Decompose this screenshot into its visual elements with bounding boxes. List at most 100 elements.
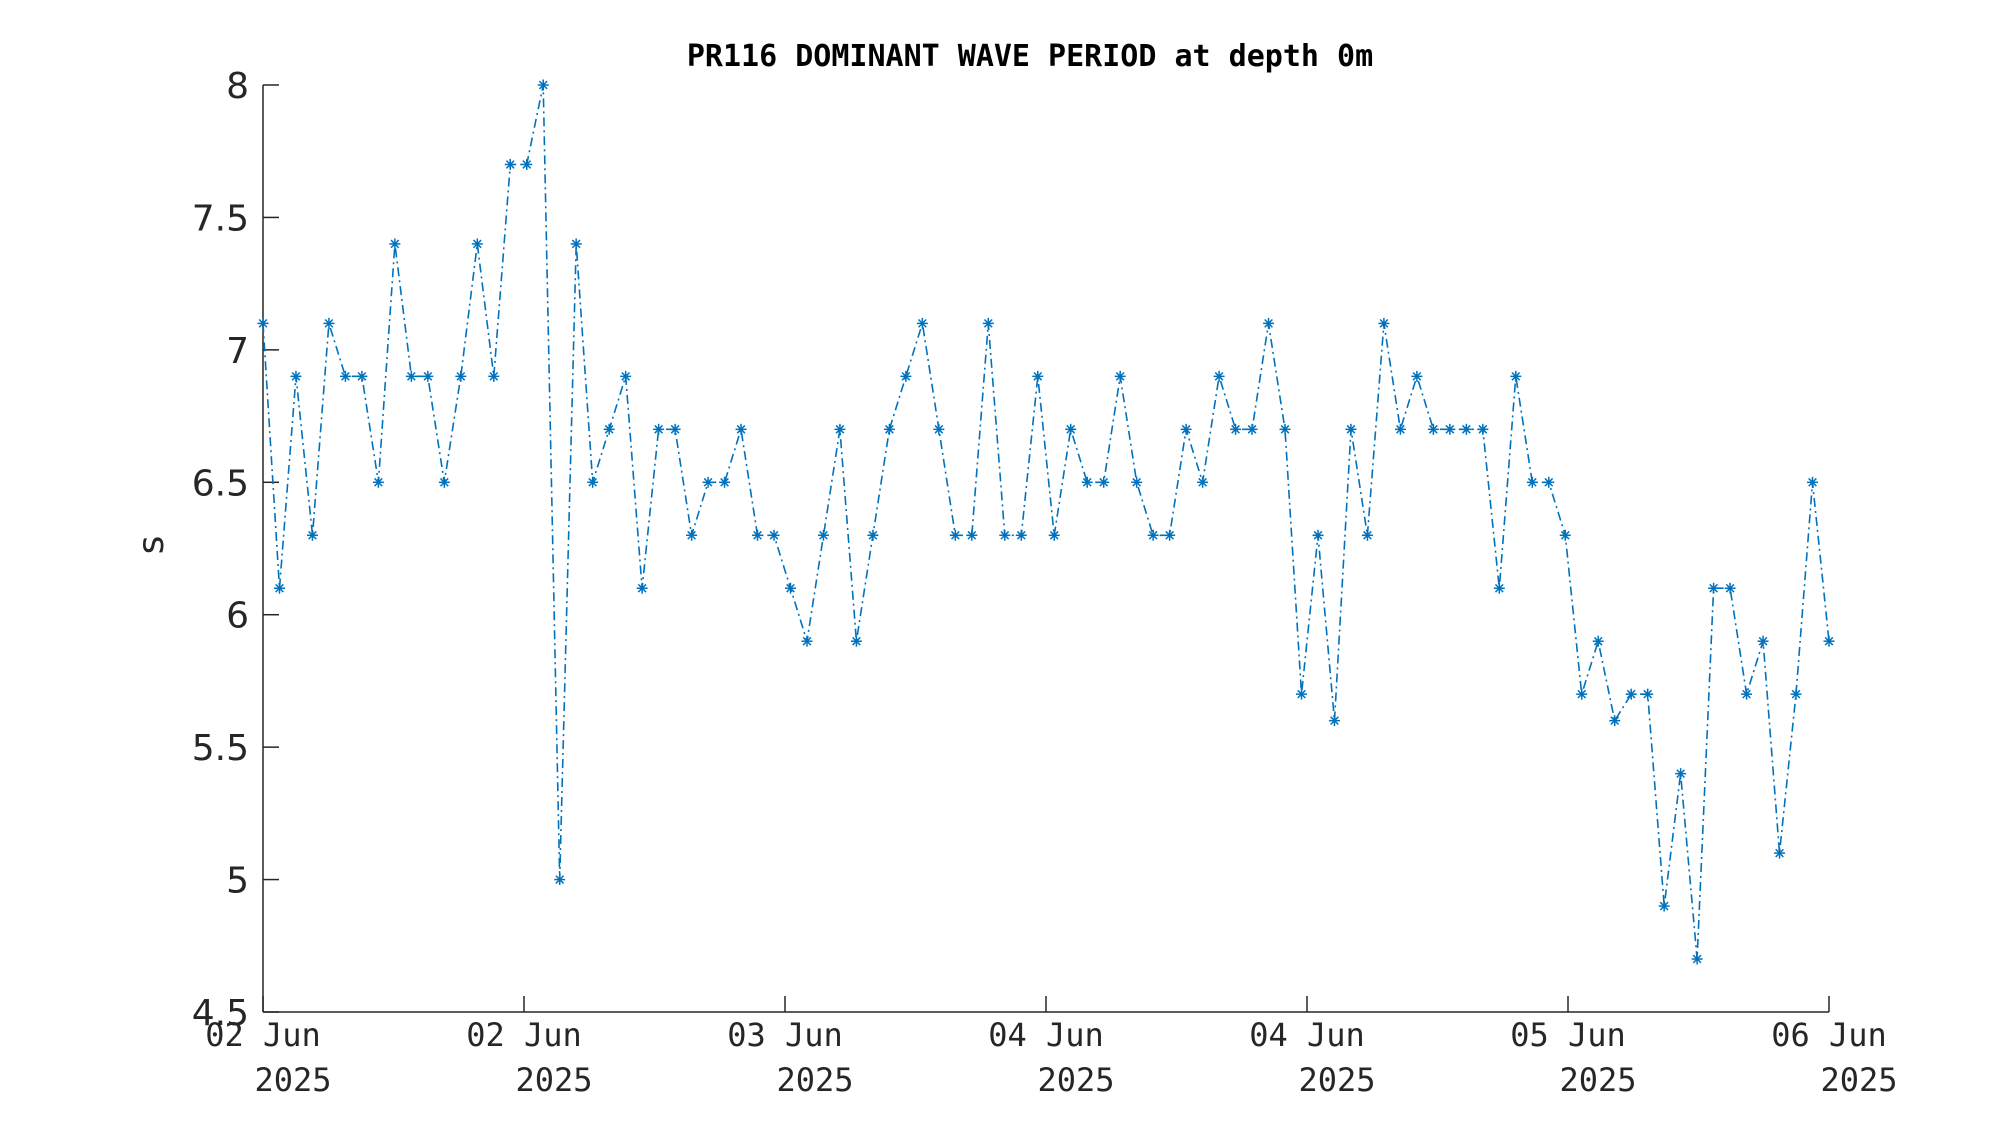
data-point-marker: [834, 423, 846, 435]
data-point-marker: [1642, 688, 1654, 700]
data-point-marker: [784, 582, 796, 594]
x-tick-label-year: 2025: [776, 1061, 853, 1099]
data-point-marker: [933, 423, 945, 435]
data-point-marker: [1708, 582, 1720, 594]
data-point-marker: [290, 370, 302, 382]
y-tick-label: 4.5: [192, 993, 249, 1034]
x-tick-label-year: 2025: [1559, 1061, 1636, 1099]
data-point-marker: [1807, 476, 1819, 488]
data-point-marker: [900, 370, 912, 382]
data-point-marker: [1361, 529, 1373, 541]
data-point-marker: [438, 476, 450, 488]
x-tick-label-date: 05 Jun: [1510, 1016, 1626, 1054]
data-point-marker: [1279, 423, 1291, 435]
data-point-marker: [273, 582, 285, 594]
data-point-marker: [1378, 317, 1390, 329]
axes: [262, 85, 1829, 1013]
data-point-marker: [257, 317, 269, 329]
data-point-marker: [1131, 476, 1143, 488]
x-tick-label-year: 2025: [1037, 1061, 1114, 1099]
data-point-marker: [1230, 423, 1242, 435]
data-point-marker: [1296, 688, 1308, 700]
x-tick-label-year: 2025: [1298, 1061, 1375, 1099]
data-point-marker: [471, 238, 483, 250]
data-point-marker: [356, 370, 368, 382]
x-tick-label-date: 02 Jun: [466, 1016, 582, 1054]
data-point-marker: [1312, 529, 1324, 541]
data-point-marker: [488, 370, 500, 382]
x-axis-ticks: 02 Jun 2025 02 Jun 2025 03 Jun 2025 04 Jun 2025…: [205, 996, 1898, 1099]
data-point-marker: [339, 370, 351, 382]
data-series: [257, 79, 1835, 965]
data-point-marker: [801, 635, 813, 647]
y-tick-label: 7.5: [192, 198, 249, 239]
data-point-marker: [1114, 370, 1126, 382]
data-point-marker: [1015, 529, 1027, 541]
data-point-marker: [916, 317, 928, 329]
data-point-marker: [306, 529, 318, 541]
data-point-marker: [1477, 423, 1489, 435]
data-point-marker: [966, 529, 978, 541]
y-tick-label: 5: [226, 861, 249, 902]
x-tick-label-date: 04 Jun: [988, 1016, 1104, 1054]
data-point-marker: [422, 370, 434, 382]
data-point-marker: [603, 423, 615, 435]
data-point-marker: [1427, 423, 1439, 435]
data-point-marker: [686, 529, 698, 541]
data-point-marker: [1197, 476, 1209, 488]
x-tick-label-date: 06 Jun: [1771, 1016, 1887, 1054]
data-point-marker: [389, 238, 401, 250]
data-point-marker: [867, 529, 879, 541]
data-point-marker: [1065, 423, 1077, 435]
y-tick-label: 6.5: [192, 463, 249, 504]
data-point-marker: [1823, 635, 1835, 647]
data-point-marker: [1048, 529, 1060, 541]
data-point-marker: [521, 158, 533, 170]
x-tick-label-date: 02 Jun: [205, 1016, 321, 1054]
data-point-marker: [982, 317, 994, 329]
data-point-marker: [1098, 476, 1110, 488]
chart-title: PR116 DOMINANT WAVE PERIOD at depth 0m: [687, 39, 1373, 74]
data-point-marker: [1724, 582, 1736, 594]
y-tick-label: 8: [226, 66, 249, 107]
data-point-marker: [1741, 688, 1753, 700]
data-point-marker: [1246, 423, 1258, 435]
x-tick-label-year: 2025: [254, 1061, 331, 1099]
data-point-marker: [1790, 688, 1802, 700]
data-point-marker: [653, 423, 665, 435]
data-point-marker: [1576, 688, 1588, 700]
data-point-marker: [1543, 476, 1555, 488]
data-point-marker: [455, 370, 467, 382]
data-point-marker: [1757, 635, 1769, 647]
data-point-marker: [850, 635, 862, 647]
data-point-marker: [1493, 582, 1505, 594]
data-point-marker: [1213, 370, 1225, 382]
data-point-marker: [405, 370, 417, 382]
data-point-marker: [883, 423, 895, 435]
data-point-marker: [1592, 635, 1604, 647]
data-point-marker: [570, 238, 582, 250]
data-point-marker: [636, 582, 648, 594]
data-point-marker: [1559, 529, 1571, 541]
data-point-marker: [1460, 423, 1472, 435]
data-point-marker: [1147, 529, 1159, 541]
data-point-marker: [768, 529, 780, 541]
data-point-marker: [669, 423, 681, 435]
data-point-marker: [1328, 715, 1340, 727]
data-point-marker: [1774, 847, 1786, 859]
data-point-marker: [719, 476, 731, 488]
data-point-marker: [817, 529, 829, 541]
x-tick-label-year: 2025: [515, 1061, 592, 1099]
x-tick-label-year: 2025: [1820, 1061, 1897, 1099]
data-point-marker: [1164, 529, 1176, 541]
data-point-marker: [554, 874, 566, 886]
data-point-marker: [752, 529, 764, 541]
series-line: [262, 84, 1830, 960]
y-axis-ticks: 4.5 5 5.5 6 6.5 7 7.5 8: [192, 66, 279, 1034]
data-point-marker: [735, 423, 747, 435]
data-point-marker: [587, 476, 599, 488]
y-tick-label: 7: [226, 331, 249, 372]
data-point-marker: [1411, 370, 1423, 382]
data-point-marker: [1691, 953, 1703, 965]
